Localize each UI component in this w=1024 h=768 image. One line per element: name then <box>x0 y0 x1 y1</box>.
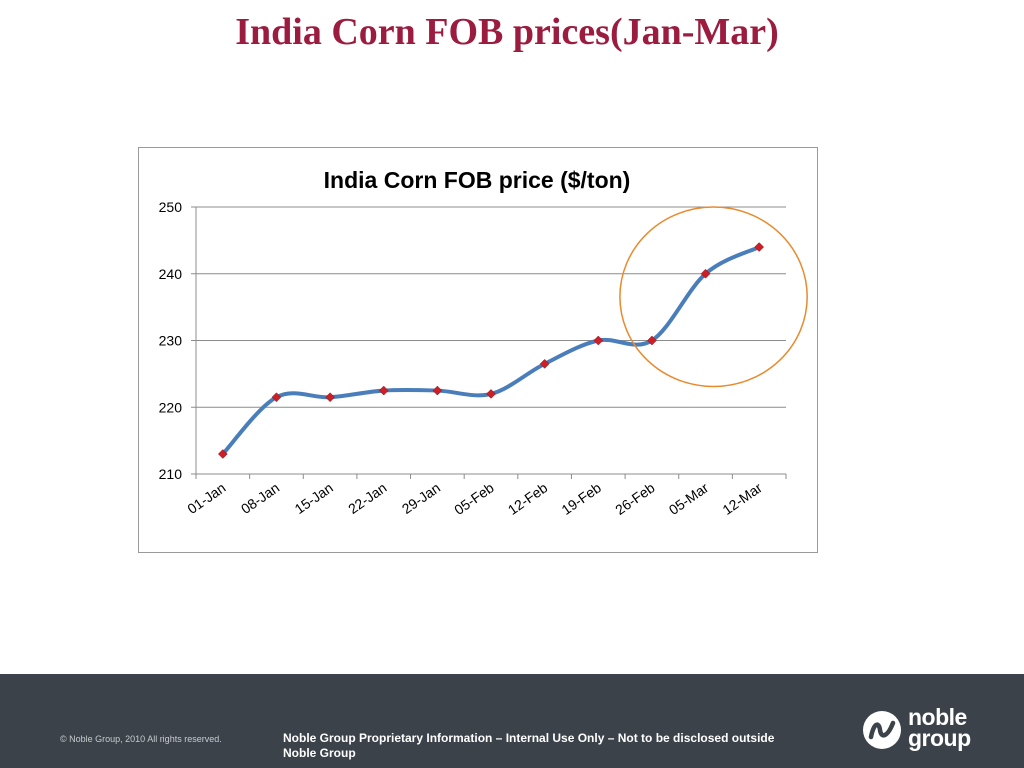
x-tick-label: 12-Mar <box>719 479 765 518</box>
data-point-29-Jan <box>432 385 443 396</box>
x-tick-label: 15-Jan <box>292 479 336 517</box>
data-point-05-Mar <box>700 268 711 279</box>
noble-group-logo: noble group <box>862 706 1002 754</box>
noble-wave-icon <box>863 711 901 749</box>
x-tick-label: 05-Mar <box>666 479 712 518</box>
x-tick-label: 12-Feb <box>505 479 551 518</box>
footer-bar: © Noble Group, 2010 All rights reserved.… <box>0 674 1024 768</box>
x-tick-label: 22-Jan <box>345 479 389 517</box>
proprietary-notice: Noble Group Proprietary Information – In… <box>283 731 783 761</box>
series-line-0 <box>220 245 762 456</box>
y-tick-label: 240 <box>159 266 183 282</box>
proprietary-line-2: Noble Group <box>283 746 356 760</box>
x-tick-label: 08-Jan <box>238 479 282 517</box>
proprietary-line-1: Noble Group Proprietary Information – In… <box>283 731 775 745</box>
chart-title: India Corn FOB price ($/ton) <box>324 167 631 193</box>
logo-word-noble: noble <box>908 704 967 730</box>
x-tick-label: 29-Jan <box>399 479 443 517</box>
grid-lines <box>196 206 786 408</box>
y-tick-label: 210 <box>159 466 183 482</box>
data-point-01-Jan <box>217 449 228 459</box>
y-tick-labels: 210 220 230 240 250 <box>159 199 183 482</box>
line-chart: India Corn FOB price ($/ton) 210 220 230 24… <box>138 147 818 553</box>
axes <box>191 206 787 479</box>
data-point-15-Jan <box>325 392 335 403</box>
data-point-08-Jan <box>271 392 282 403</box>
x-tick-labels: 01-Jan 08-Jan 15-Jan 22-Jan 29-Jan 05-Feb 12-F… <box>184 479 765 518</box>
data-point-22-Jan <box>378 385 389 396</box>
logo-word-group: group <box>908 725 971 751</box>
data-markers <box>217 242 765 459</box>
y-tick-label: 220 <box>159 399 183 415</box>
x-tick-label: 01-Jan <box>184 479 228 517</box>
chart-svg: India Corn FOB price ($/ton) 210 220 230 24… <box>159 167 808 518</box>
data-point-05-Feb <box>486 389 496 399</box>
y-tick-label: 230 <box>159 333 183 349</box>
data-point-19-Feb <box>593 335 604 346</box>
x-tick-label: 05-Feb <box>451 479 497 518</box>
series-lines <box>220 245 762 456</box>
annotations <box>619 206 808 388</box>
y-tick-label: 250 <box>159 199 183 215</box>
data-point-26-Feb <box>647 335 657 346</box>
logo-wordmark: noble group <box>908 704 971 751</box>
x-tick-label: 19-Feb <box>558 479 604 518</box>
slide-title: India Corn FOB prices(Jan-Mar) <box>235 11 779 53</box>
copyright-text: © Noble Group, 2010 All rights reserved. <box>60 734 222 744</box>
highlight-ellipse <box>619 206 808 388</box>
x-tick-label: 26-Feb <box>612 479 658 518</box>
data-point-12-Mar <box>754 242 765 252</box>
data-point-12-Feb <box>539 359 550 369</box>
